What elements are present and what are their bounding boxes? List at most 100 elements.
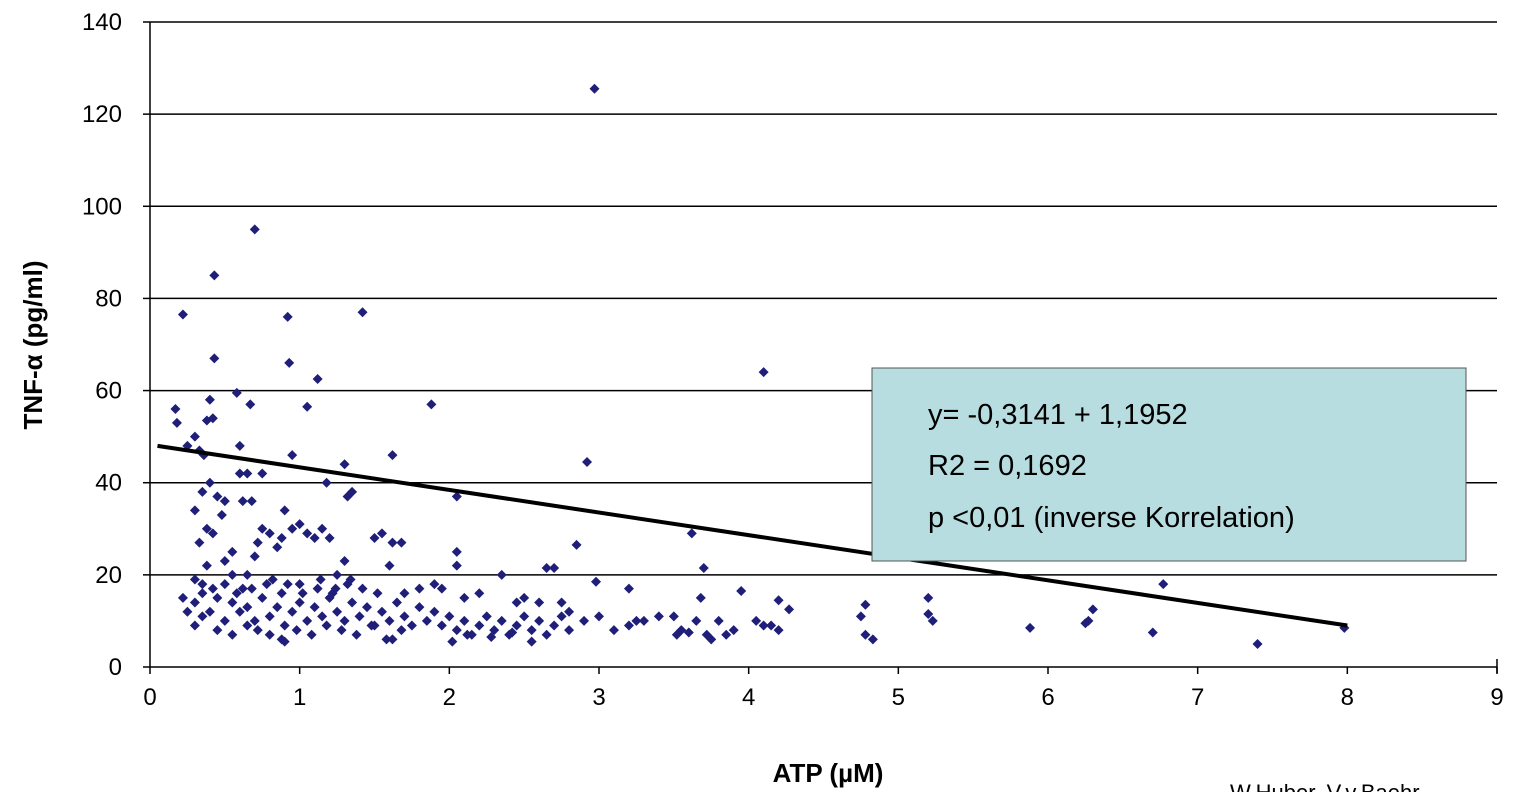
trendline bbox=[157, 443, 1348, 628]
data-point bbox=[287, 523, 298, 534]
data-point bbox=[462, 629, 473, 640]
data-point bbox=[219, 615, 230, 626]
data-point bbox=[519, 592, 530, 603]
data-point bbox=[354, 611, 365, 622]
data-point bbox=[197, 486, 208, 497]
data-point bbox=[376, 606, 387, 617]
data-point bbox=[201, 523, 212, 534]
data-point bbox=[436, 620, 447, 631]
data-point bbox=[302, 528, 313, 539]
data-point bbox=[638, 615, 649, 626]
data-point bbox=[252, 625, 263, 636]
x-tick-label: 1 bbox=[293, 684, 306, 711]
data-point bbox=[406, 620, 417, 631]
data-point bbox=[272, 602, 283, 613]
data-point bbox=[212, 592, 223, 603]
y-tick-label: 80 bbox=[95, 285, 122, 312]
data-point bbox=[855, 611, 866, 622]
data-point bbox=[272, 542, 283, 553]
data-point bbox=[234, 440, 245, 451]
data-point bbox=[287, 606, 298, 617]
data-point bbox=[698, 562, 709, 573]
data-point bbox=[339, 459, 350, 470]
data-point bbox=[683, 627, 694, 638]
data-point bbox=[249, 224, 260, 235]
data-point bbox=[391, 597, 402, 608]
data-point bbox=[207, 528, 218, 539]
data-point bbox=[336, 625, 347, 636]
data-point bbox=[773, 625, 784, 636]
y-tick-label: 100 bbox=[82, 193, 122, 220]
data-point bbox=[736, 585, 747, 596]
data-point bbox=[242, 602, 253, 613]
data-point bbox=[332, 569, 343, 580]
data-point bbox=[766, 620, 777, 631]
data-point bbox=[317, 523, 328, 534]
data-point bbox=[347, 597, 358, 608]
annotation-box bbox=[871, 367, 1467, 562]
annotation-line-p-value: p <0,01 (inverse Korrelation) bbox=[928, 502, 1295, 534]
data-point bbox=[594, 611, 604, 622]
data-point bbox=[227, 597, 238, 608]
data-point bbox=[242, 569, 253, 580]
data-point bbox=[227, 569, 238, 580]
data-point bbox=[549, 620, 560, 631]
data-point bbox=[706, 634, 717, 645]
data-point bbox=[279, 620, 290, 631]
data-point bbox=[321, 477, 332, 488]
y-tick-label: 60 bbox=[95, 378, 122, 405]
data-point bbox=[695, 592, 706, 603]
data-point bbox=[249, 551, 260, 562]
credit-text: W.Huber, V.v.Baehr bbox=[1230, 780, 1420, 792]
data-point bbox=[170, 404, 181, 414]
data-point bbox=[287, 450, 298, 461]
data-point bbox=[511, 620, 522, 631]
data-point bbox=[189, 620, 200, 631]
data-point bbox=[564, 606, 575, 617]
data-point bbox=[264, 611, 275, 622]
data-point bbox=[282, 311, 293, 322]
data-point bbox=[721, 629, 732, 640]
data-point bbox=[564, 625, 575, 636]
data-point bbox=[387, 537, 398, 548]
data-point bbox=[608, 625, 619, 636]
data-point bbox=[246, 496, 257, 507]
data-point bbox=[324, 533, 335, 543]
regression-annotation: y= -0,3141 + 1,1952 R2 = 0,1692 p <0,01 … bbox=[871, 367, 1467, 562]
data-point bbox=[339, 556, 350, 567]
data-point bbox=[758, 620, 769, 631]
data-point bbox=[264, 629, 275, 640]
data-point bbox=[284, 357, 295, 368]
data-point bbox=[207, 413, 218, 424]
data-point bbox=[242, 620, 253, 631]
data-point bbox=[1147, 627, 1158, 638]
data-point bbox=[507, 627, 518, 638]
data-point bbox=[444, 611, 455, 622]
data-point bbox=[279, 505, 290, 516]
data-point bbox=[189, 597, 200, 608]
x-tick-label: 5 bbox=[892, 684, 905, 711]
data-point bbox=[384, 615, 395, 626]
data-point bbox=[653, 611, 664, 622]
data-point bbox=[245, 399, 256, 410]
data-point bbox=[459, 615, 470, 626]
data-point bbox=[549, 562, 560, 573]
data-point bbox=[556, 597, 567, 608]
data-point bbox=[623, 620, 634, 631]
data-point bbox=[923, 592, 934, 603]
annotation-line-equation: y= -0,3141 + 1,1952 bbox=[928, 399, 1188, 431]
data-point bbox=[451, 625, 462, 636]
data-point bbox=[357, 583, 368, 594]
data-point bbox=[481, 611, 492, 622]
data-point bbox=[773, 595, 784, 606]
data-point bbox=[194, 537, 205, 548]
data-point bbox=[421, 615, 432, 626]
data-point bbox=[231, 588, 242, 599]
data-point bbox=[384, 560, 395, 571]
data-point bbox=[330, 583, 341, 594]
data-point bbox=[357, 307, 368, 318]
data-point bbox=[369, 533, 380, 543]
data-point bbox=[474, 620, 485, 631]
data-point bbox=[399, 611, 410, 622]
